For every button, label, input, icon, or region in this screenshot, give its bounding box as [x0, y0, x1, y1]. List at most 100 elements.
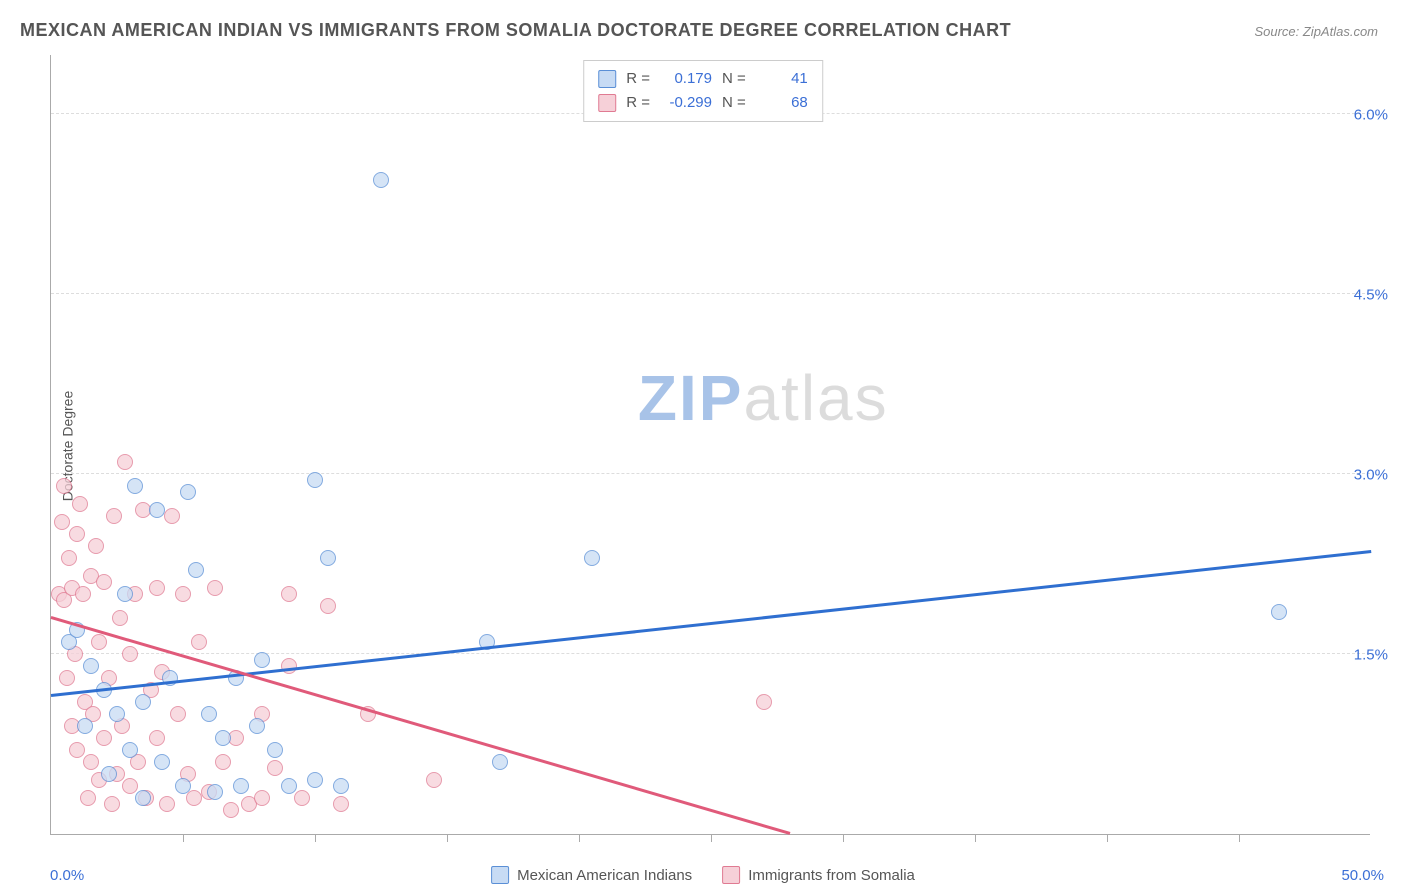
- scatter-point-pink: [106, 508, 122, 524]
- legend-item-pink: Immigrants from Somalia: [722, 866, 915, 884]
- x-tick: [183, 834, 184, 842]
- scatter-point-pink: [96, 730, 112, 746]
- x-tick: [1107, 834, 1108, 842]
- scatter-point-blue: [135, 790, 151, 806]
- scatter-point-pink: [88, 538, 104, 554]
- x-tick: [711, 834, 712, 842]
- x-axis-max-label: 50.0%: [1341, 867, 1384, 884]
- scatter-point-pink: [91, 634, 107, 650]
- scatter-point-pink: [320, 598, 336, 614]
- scatter-point-pink: [223, 802, 239, 818]
- scatter-point-blue: [307, 772, 323, 788]
- scatter-point-blue: [127, 478, 143, 494]
- scatter-point-blue: [233, 778, 249, 794]
- scatter-point-pink: [207, 580, 223, 596]
- y-tick-label: 4.5%: [1354, 287, 1388, 304]
- x-tick: [843, 834, 844, 842]
- legend-series: Mexican American Indians Immigrants from…: [491, 866, 915, 884]
- scatter-point-blue: [254, 652, 270, 668]
- scatter-point-pink: [215, 754, 231, 770]
- scatter-point-blue: [122, 742, 138, 758]
- scatter-point-pink: [281, 586, 297, 602]
- legend-stats: R = 0.179 N = 41 R = -0.299 N = 68: [583, 60, 823, 122]
- scatter-point-pink: [69, 742, 85, 758]
- scatter-point-pink: [426, 772, 442, 788]
- swatch-pink-icon: [722, 866, 740, 884]
- y-tick-label: 3.0%: [1354, 467, 1388, 484]
- scatter-point-blue: [307, 472, 323, 488]
- scatter-point-blue: [373, 172, 389, 188]
- legend-stats-row-blue: R = 0.179 N = 41: [598, 67, 808, 91]
- gridline: [51, 653, 1370, 654]
- swatch-blue-icon: [598, 70, 616, 88]
- scatter-point-pink: [191, 634, 207, 650]
- scatter-point-blue: [215, 730, 231, 746]
- scatter-point-blue: [188, 562, 204, 578]
- scatter-point-pink: [294, 790, 310, 806]
- n-label: N =: [722, 91, 746, 115]
- legend-stats-row-pink: R = -0.299 N = 68: [598, 91, 808, 115]
- watermark-suffix: atlas: [743, 362, 888, 434]
- scatter-point-pink: [122, 646, 138, 662]
- scatter-point-pink: [281, 658, 297, 674]
- scatter-point-blue: [83, 658, 99, 674]
- scatter-point-blue: [77, 718, 93, 734]
- scatter-point-pink: [186, 790, 202, 806]
- r-label: R =: [626, 67, 650, 91]
- scatter-point-pink: [756, 694, 772, 710]
- watermark: ZIPatlas: [638, 361, 889, 435]
- scatter-point-pink: [333, 796, 349, 812]
- legend-item-blue: Mexican American Indians: [491, 866, 692, 884]
- scatter-point-blue: [180, 484, 196, 500]
- scatter-point-pink: [254, 790, 270, 806]
- r-value-pink: -0.299: [660, 91, 712, 115]
- scatter-point-pink: [149, 580, 165, 596]
- scatter-point-pink: [117, 454, 133, 470]
- scatter-point-blue: [154, 754, 170, 770]
- n-value-blue: 41: [756, 67, 808, 91]
- scatter-point-pink: [54, 514, 70, 530]
- watermark-prefix: ZIP: [638, 362, 744, 434]
- scatter-point-blue: [320, 550, 336, 566]
- scatter-point-pink: [122, 778, 138, 794]
- x-tick: [1239, 834, 1240, 842]
- scatter-point-blue: [135, 694, 151, 710]
- swatch-blue-icon: [491, 866, 509, 884]
- scatter-point-blue: [584, 550, 600, 566]
- plot-area: ZIPatlas: [50, 55, 1370, 835]
- scatter-point-blue: [175, 778, 191, 794]
- scatter-point-pink: [170, 706, 186, 722]
- scatter-point-pink: [75, 586, 91, 602]
- scatter-point-blue: [207, 784, 223, 800]
- x-tick: [315, 834, 316, 842]
- scatter-point-pink: [96, 574, 112, 590]
- swatch-pink-icon: [598, 94, 616, 112]
- scatter-point-blue: [492, 754, 508, 770]
- y-tick-label: 1.5%: [1354, 647, 1388, 664]
- x-tick: [579, 834, 580, 842]
- gridline: [51, 473, 1370, 474]
- chart-title: MEXICAN AMERICAN INDIAN VS IMMIGRANTS FR…: [20, 20, 1011, 41]
- scatter-point-pink: [83, 754, 99, 770]
- scatter-point-pink: [59, 670, 75, 686]
- scatter-point-blue: [101, 766, 117, 782]
- scatter-point-pink: [149, 730, 165, 746]
- scatter-point-pink: [61, 550, 77, 566]
- scatter-point-pink: [112, 610, 128, 626]
- r-value-blue: 0.179: [660, 67, 712, 91]
- scatter-point-blue: [117, 586, 133, 602]
- scatter-point-blue: [249, 718, 265, 734]
- scatter-point-blue: [109, 706, 125, 722]
- source-attribution: Source: ZipAtlas.com: [1254, 24, 1378, 39]
- scatter-point-pink: [104, 796, 120, 812]
- x-tick: [975, 834, 976, 842]
- y-tick-label: 6.0%: [1354, 107, 1388, 124]
- scatter-point-pink: [69, 526, 85, 542]
- n-value-pink: 68: [756, 91, 808, 115]
- scatter-point-pink: [72, 496, 88, 512]
- series-label-pink: Immigrants from Somalia: [748, 867, 915, 884]
- scatter-point-pink: [56, 478, 72, 494]
- x-axis-min-label: 0.0%: [50, 867, 84, 884]
- n-label: N =: [722, 67, 746, 91]
- scatter-point-pink: [159, 796, 175, 812]
